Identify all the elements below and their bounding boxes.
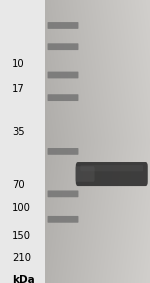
Text: 100: 100: [12, 203, 31, 213]
FancyBboxPatch shape: [48, 148, 78, 155]
FancyBboxPatch shape: [48, 22, 78, 29]
FancyBboxPatch shape: [75, 166, 95, 182]
FancyBboxPatch shape: [76, 162, 148, 186]
FancyBboxPatch shape: [0, 0, 45, 283]
FancyBboxPatch shape: [48, 94, 78, 101]
FancyBboxPatch shape: [48, 190, 78, 197]
Text: 150: 150: [12, 231, 31, 241]
Text: 17: 17: [12, 84, 25, 94]
FancyBboxPatch shape: [48, 72, 78, 78]
Text: kDa: kDa: [12, 275, 35, 283]
Text: 70: 70: [12, 180, 25, 190]
FancyBboxPatch shape: [80, 165, 143, 171]
Text: 210: 210: [12, 252, 31, 263]
Text: 10: 10: [12, 59, 25, 69]
FancyBboxPatch shape: [48, 216, 78, 223]
Text: 35: 35: [12, 127, 25, 137]
FancyBboxPatch shape: [48, 43, 78, 50]
